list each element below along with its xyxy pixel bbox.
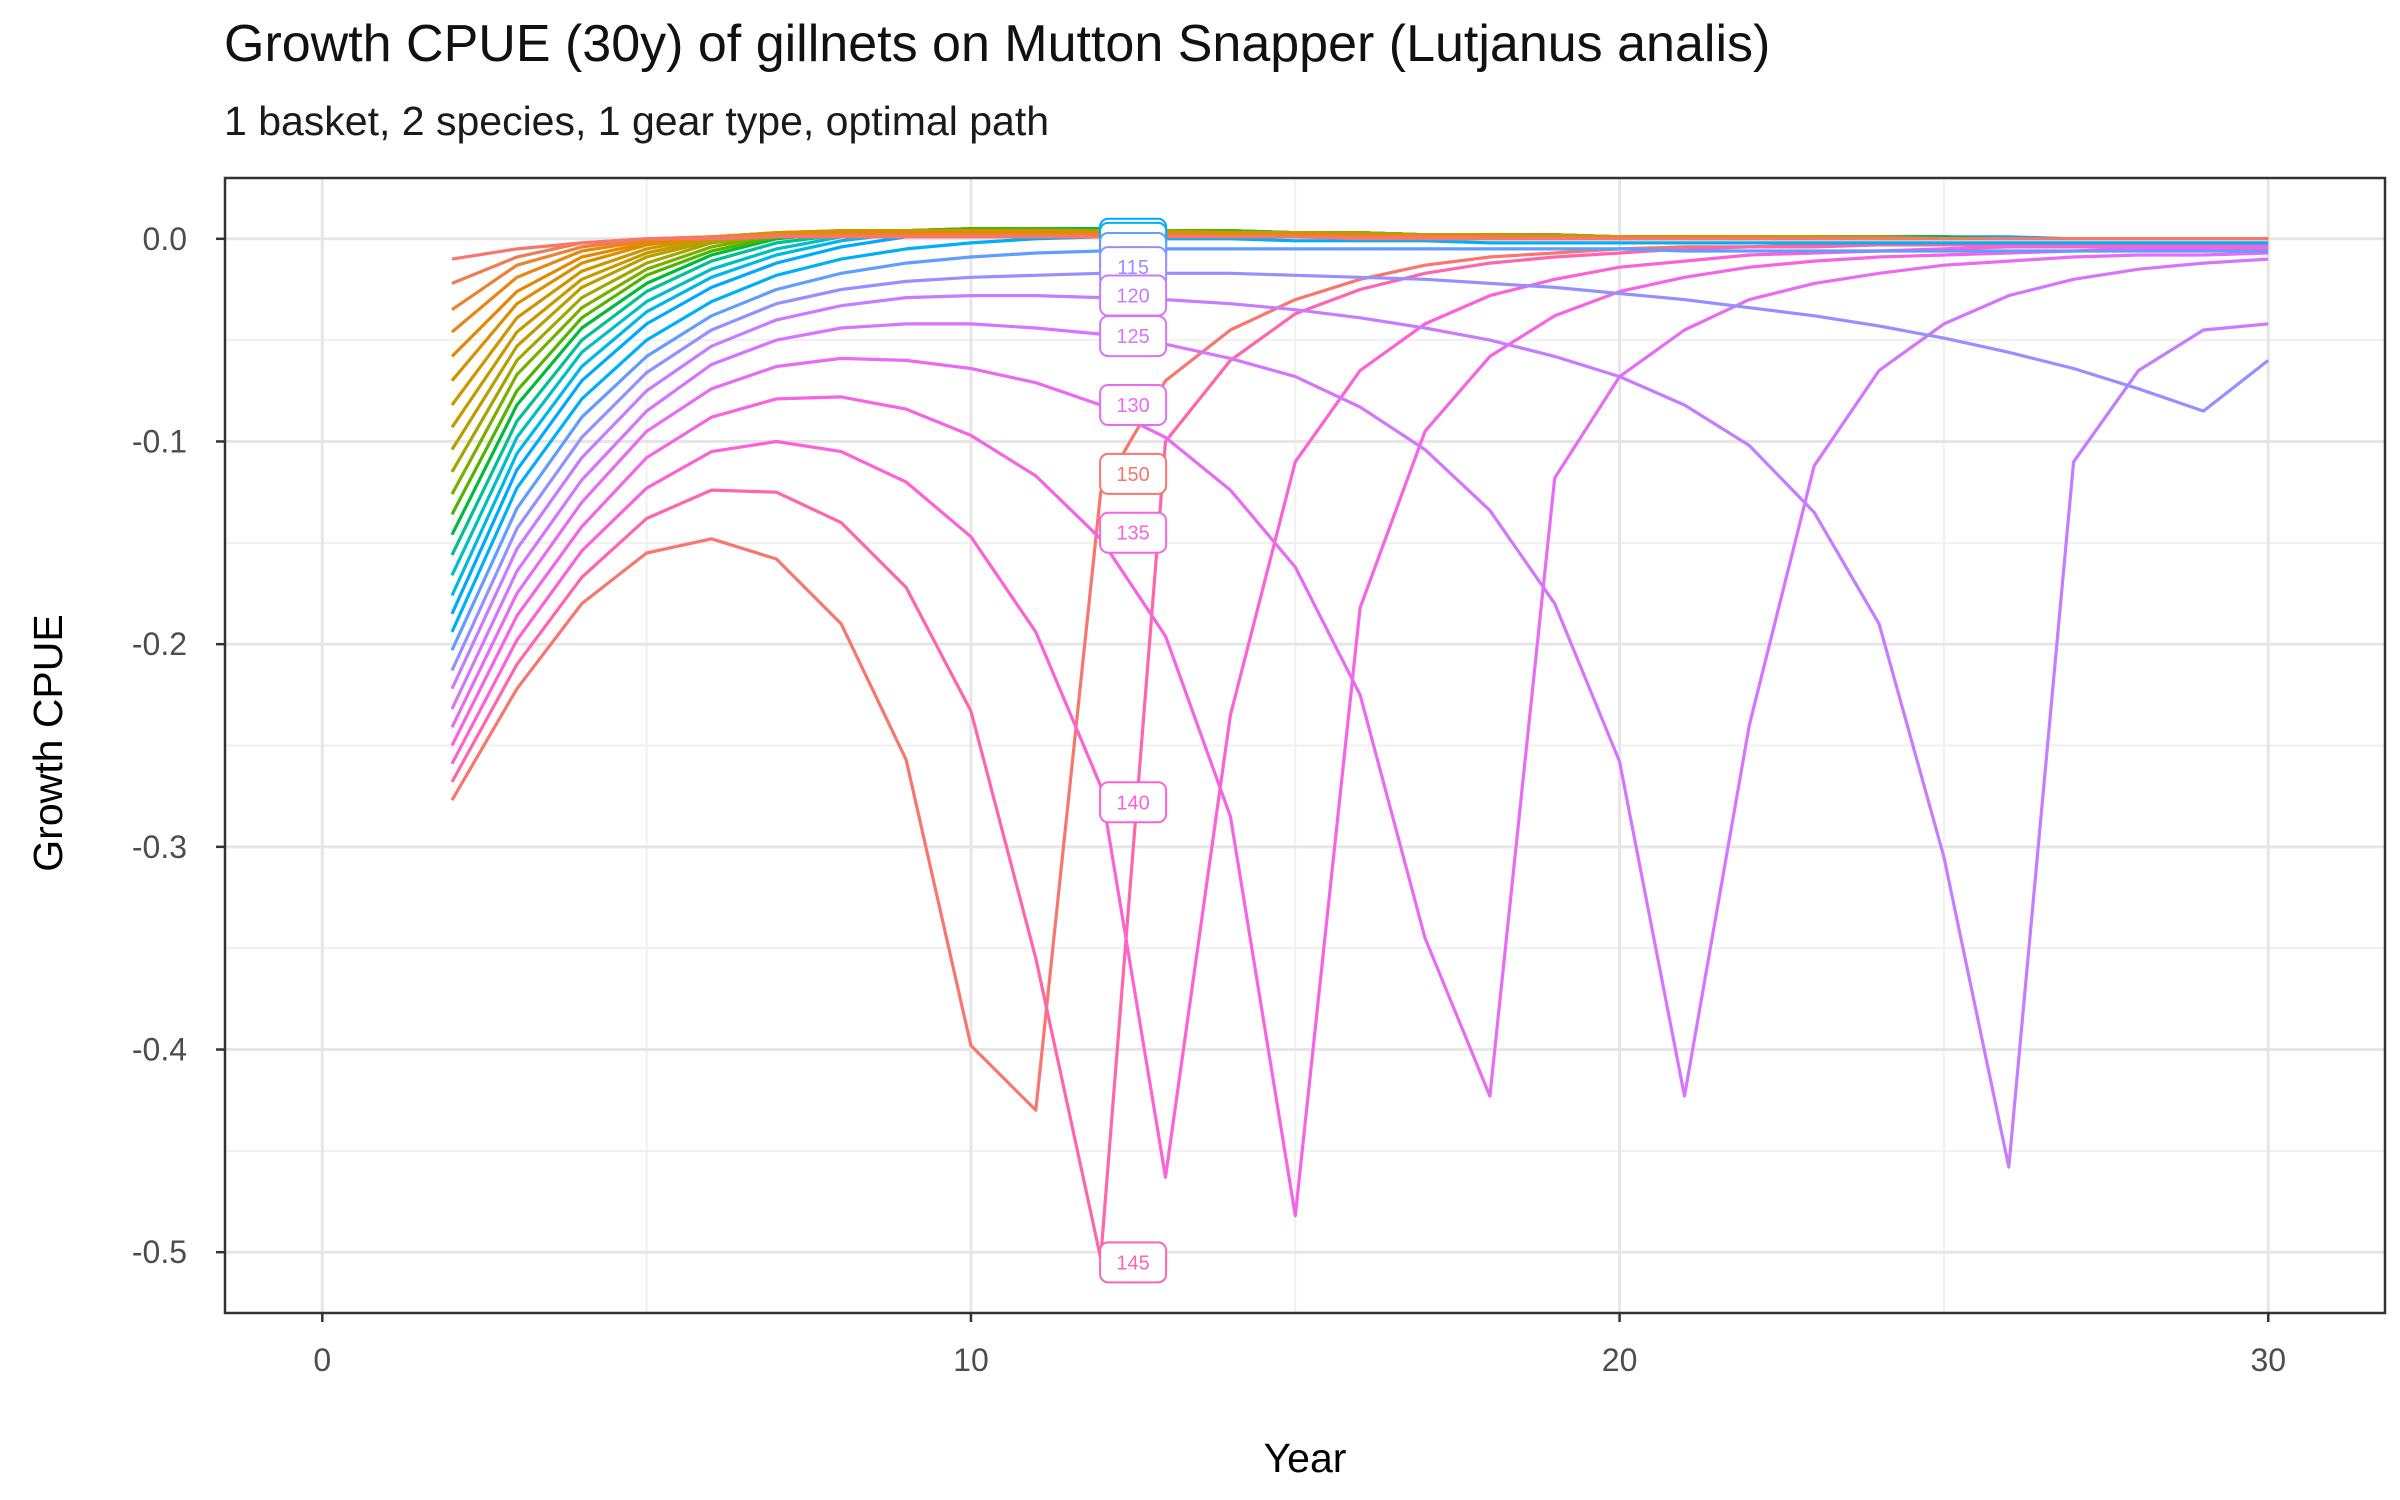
series-label-box — [1099, 1241, 1168, 1284]
y-tick-label: -0.4 — [132, 1032, 187, 1068]
series-line-unlabeled-19 — [450, 229, 2269, 429]
panel-border — [223, 176, 2387, 1315]
series-lines — [450, 227, 2270, 1260]
series-label-box — [1099, 315, 1168, 358]
series-label-125: 125 — [1099, 315, 1168, 358]
series-label-135: 135 — [1099, 511, 1168, 554]
series-line-unlabeled-17 — [450, 229, 2269, 473]
series-label-text: 135 — [1116, 523, 1149, 545]
y-tick-label: -0.2 — [132, 626, 187, 662]
series-line-105 — [450, 235, 2269, 633]
series-label-text: 150 — [1116, 464, 1149, 486]
series-line-110 — [450, 247, 2269, 651]
series-label-box — [1099, 781, 1168, 824]
series-line-150 — [450, 243, 2269, 1112]
series-label-140: 140 — [1099, 781, 1168, 824]
series-label-text: 140 — [1116, 792, 1149, 814]
axes-layer: 0 10 20 30 0.0 -0.1 -0.2 -0.3 -0.4 -0.5 — [132, 176, 2387, 1378]
series-line-130 — [450, 251, 2269, 1098]
y-tick-label: -0.3 — [132, 829, 187, 865]
series-line-135 — [450, 247, 2269, 1218]
y-tick-label: 0.0 — [143, 221, 187, 257]
x-tick-label: 0 — [313, 1342, 331, 1378]
x-tick-label: 10 — [953, 1342, 989, 1378]
series-line-120 — [450, 294, 2269, 1169]
series-line-140 — [450, 245, 2269, 1179]
series-label-box — [1099, 452, 1168, 495]
series-label-text: 130 — [1116, 395, 1149, 417]
series-label-130: 130 — [1099, 384, 1168, 426]
y-tick-label: -0.1 — [132, 423, 187, 459]
series-label-text: 115 — [1117, 257, 1149, 279]
chart-subtitle: 1 basket, 2 species, 1 gear type, optima… — [224, 98, 1050, 144]
series-label-text: 145 — [1116, 1252, 1149, 1274]
series-label-150: 150 — [1099, 452, 1168, 495]
series-line-unlabeled-14 — [450, 227, 2269, 536]
series-line-unlabeled-26 — [451, 235, 2269, 261]
x-tick-label: 20 — [1602, 1342, 1638, 1378]
series-line-115 — [450, 271, 2270, 672]
series-label-text: 120 — [1116, 286, 1149, 308]
x-tick-label: 30 — [2250, 1342, 2286, 1378]
series-line-125 — [450, 257, 2269, 1098]
series-line-unlabeled-16 — [450, 229, 2269, 495]
series-line-145 — [450, 243, 2269, 1260]
chart-title: Growth CPUE (30y) of gillnets on Mutton … — [224, 15, 1771, 73]
grid-layer — [225, 178, 2385, 1313]
series-label-box — [1099, 384, 1168, 426]
y-tick-label: -0.5 — [132, 1234, 187, 1270]
series-label-text: 125 — [1116, 326, 1149, 348]
x-axis-title: Year — [1264, 1435, 1347, 1481]
series-label-145: 145 — [1099, 1241, 1168, 1284]
y-axis-title: Growth CPUE — [25, 614, 71, 871]
series-label-box — [1099, 511, 1168, 554]
series-label-120: 120 — [1099, 274, 1168, 317]
series-labels: 100105110115120125130135140145150 — [1099, 217, 1168, 1284]
